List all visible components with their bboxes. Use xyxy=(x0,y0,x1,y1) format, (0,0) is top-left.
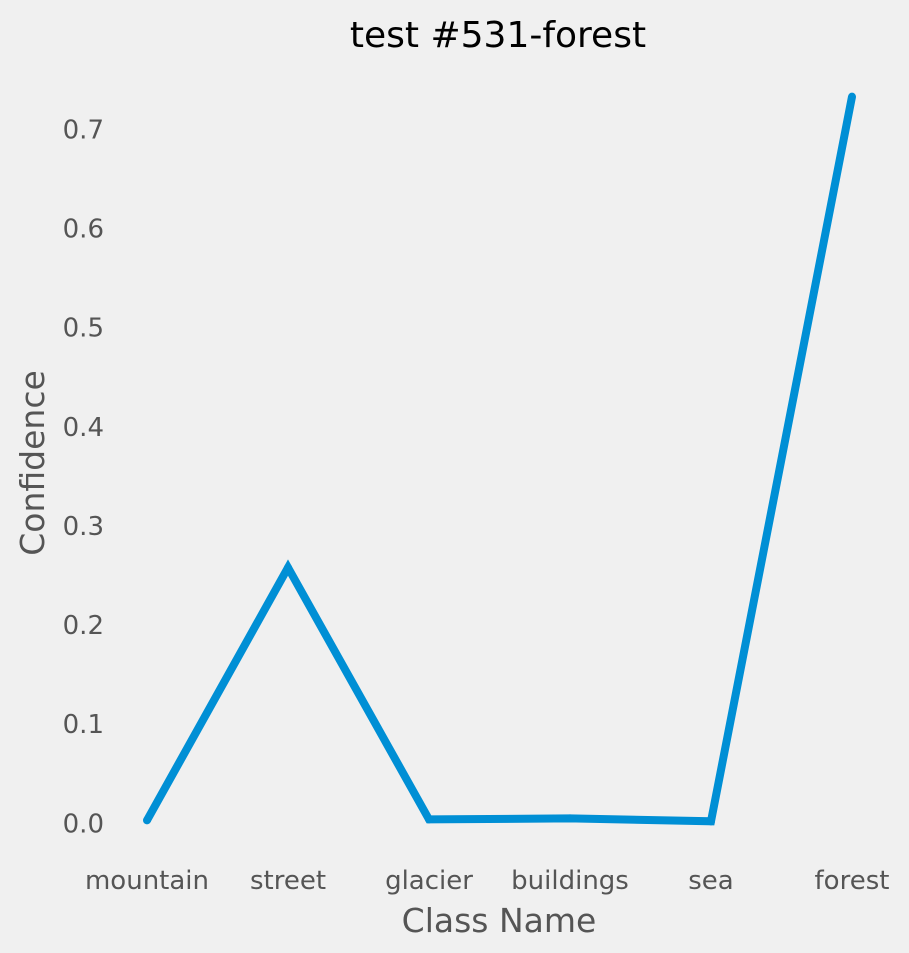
x-tick-label: mountain xyxy=(85,866,209,896)
x-tick-label: street xyxy=(250,866,326,896)
y-tick-label: 0.7 xyxy=(63,115,104,145)
data-point-sea xyxy=(707,817,715,826)
series-group xyxy=(143,92,856,826)
y-axis-label: Confidence xyxy=(13,370,52,556)
y-tick-label: 0.5 xyxy=(63,314,104,344)
x-tick-label: glacier xyxy=(385,866,473,896)
y-tick-label: 0.6 xyxy=(63,215,104,245)
y-tick-labels: 0.0 0.1 0.2 0.3 0.4 0.5 0.6 0.7 xyxy=(63,115,104,839)
x-tick-label: forest xyxy=(815,866,890,896)
y-tick-label: 0.4 xyxy=(63,413,104,443)
data-point-forest xyxy=(848,92,856,101)
y-tick-label: 0.0 xyxy=(63,809,104,839)
series-line xyxy=(143,95,856,826)
chart-title: test #531-forest xyxy=(350,15,646,56)
data-point-street xyxy=(284,563,292,572)
y-tick-label: 0.1 xyxy=(63,710,104,740)
x-tick-label: buildings xyxy=(511,866,629,896)
y-tick-label: 0.2 xyxy=(63,611,104,641)
x-tick-labels: mountain street glacier buildings sea forest xyxy=(85,866,889,896)
data-point-glacier xyxy=(425,815,433,824)
data-point-buildings xyxy=(566,814,574,823)
y-tick-label: 0.3 xyxy=(63,512,104,542)
x-tick-label: sea xyxy=(688,866,733,896)
data-point-mountain xyxy=(143,816,151,825)
x-axis-label: Class Name xyxy=(402,901,597,940)
